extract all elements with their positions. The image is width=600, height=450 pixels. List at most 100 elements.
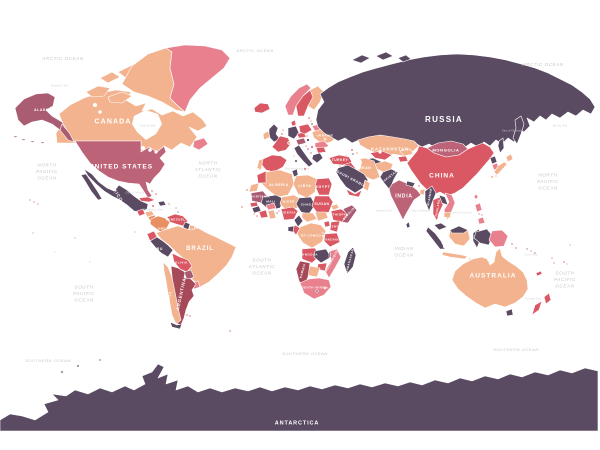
country-romania bbox=[314, 140, 330, 150]
great-lake bbox=[148, 148, 152, 152]
indonesia-sumatra bbox=[425, 226, 446, 250]
island-solomon bbox=[533, 251, 537, 255]
country-togo bbox=[275, 211, 279, 215]
island-sardinia bbox=[294, 159, 298, 163]
country-norway bbox=[284, 83, 312, 116]
country-bosnia bbox=[306, 147, 310, 151]
country-liberia bbox=[255, 214, 259, 218]
country-cuba bbox=[138, 196, 156, 203]
russia-sakhalin bbox=[497, 137, 505, 154]
island-corsica bbox=[292, 154, 296, 158]
png-island bbox=[514, 246, 518, 250]
country-kenya bbox=[329, 220, 341, 233]
country-guatemala bbox=[136, 208, 146, 217]
country-south-sudan bbox=[314, 211, 329, 222]
country-lithuania bbox=[310, 122, 314, 126]
country-pakistan bbox=[379, 168, 399, 190]
country-jordan bbox=[338, 164, 342, 168]
country-moldova bbox=[323, 137, 327, 141]
antarctic-island bbox=[60, 370, 64, 374]
country-zambia bbox=[313, 248, 332, 264]
country-ghana bbox=[267, 209, 277, 220]
country-ivory-coast bbox=[258, 209, 269, 219]
country-myanmar bbox=[424, 185, 437, 212]
country-burkina-faso bbox=[265, 202, 277, 211]
island-solomon bbox=[529, 249, 533, 253]
great-bear-lake bbox=[93, 103, 97, 107]
country-croatia bbox=[304, 144, 308, 148]
country-cameroon bbox=[293, 214, 304, 228]
country-oman bbox=[362, 179, 371, 192]
country-slovakia bbox=[305, 134, 309, 138]
country-italy bbox=[293, 144, 314, 168]
island-sicily bbox=[303, 167, 307, 171]
country-sri-lanka bbox=[405, 221, 411, 229]
island-svalbard bbox=[375, 51, 394, 61]
island-hawaii bbox=[36, 202, 40, 206]
region-western-sahara bbox=[248, 182, 260, 193]
island-lesser-antilles bbox=[176, 210, 180, 214]
great-slave-lake bbox=[98, 110, 102, 114]
country-chile bbox=[162, 261, 182, 325]
country-tanzania bbox=[323, 232, 341, 248]
malaysia-borneo-north bbox=[449, 225, 469, 234]
country-russia bbox=[315, 53, 596, 149]
continent-oceania bbox=[451, 247, 569, 317]
country-bhutan bbox=[417, 184, 421, 188]
canada-arctic-island bbox=[107, 91, 133, 104]
country-niger bbox=[279, 194, 302, 211]
country-mexico bbox=[83, 168, 149, 213]
island-galapagos bbox=[133, 230, 137, 234]
country-gabon bbox=[287, 225, 295, 233]
country-albania bbox=[309, 151, 313, 155]
country-iceland bbox=[253, 102, 271, 114]
pacific-island bbox=[73, 236, 77, 240]
island-fiji bbox=[565, 262, 569, 266]
canada-arctic-island bbox=[99, 71, 121, 84]
island-hispaniola bbox=[157, 200, 167, 207]
country-estonia bbox=[307, 116, 311, 120]
country-guinea bbox=[251, 205, 262, 214]
new-zealand-south-island bbox=[531, 300, 543, 316]
country-bolivia bbox=[171, 252, 193, 273]
country-north-korea bbox=[489, 155, 498, 165]
country-spain bbox=[260, 154, 288, 173]
great-lake bbox=[154, 150, 158, 154]
country-sierra-leone bbox=[252, 212, 256, 216]
country-greece bbox=[311, 152, 324, 164]
region-tierra-del-fuego bbox=[169, 321, 183, 330]
country-yemen bbox=[345, 188, 363, 198]
country-netherlands bbox=[281, 128, 285, 132]
island-fiji bbox=[562, 260, 566, 264]
island-falklands bbox=[188, 314, 192, 318]
country-france bbox=[271, 135, 292, 153]
continent-asia bbox=[315, 51, 596, 266]
country-belgium bbox=[280, 132, 284, 136]
japan-shikoku bbox=[494, 174, 498, 178]
continent-africa bbox=[240, 168, 358, 300]
country-peru bbox=[149, 236, 174, 258]
country-poland bbox=[298, 123, 313, 135]
country-tajikistan bbox=[397, 155, 409, 163]
greenland-east bbox=[165, 44, 231, 113]
country-somalia bbox=[341, 204, 358, 224]
country-azerbaijan bbox=[355, 151, 359, 155]
island-vanuatu bbox=[550, 256, 554, 260]
country-latvia bbox=[309, 119, 313, 123]
pacific-islands bbox=[28, 198, 572, 264]
mexico-baja-peninsula bbox=[80, 173, 103, 201]
island-hawaii bbox=[32, 200, 36, 204]
philippines-visayas bbox=[477, 212, 481, 216]
continent-south-america bbox=[146, 213, 237, 330]
antarctic-island bbox=[76, 364, 80, 368]
country-rwanda bbox=[321, 231, 325, 235]
island-svalbard bbox=[351, 54, 371, 64]
country-united-kingdom bbox=[268, 123, 281, 143]
japan-hokkaido bbox=[505, 153, 514, 163]
country-kyrgyzstan bbox=[399, 148, 414, 157]
japan-kyushu bbox=[490, 175, 494, 179]
country-india bbox=[388, 179, 422, 221]
country-armenia bbox=[351, 152, 355, 156]
